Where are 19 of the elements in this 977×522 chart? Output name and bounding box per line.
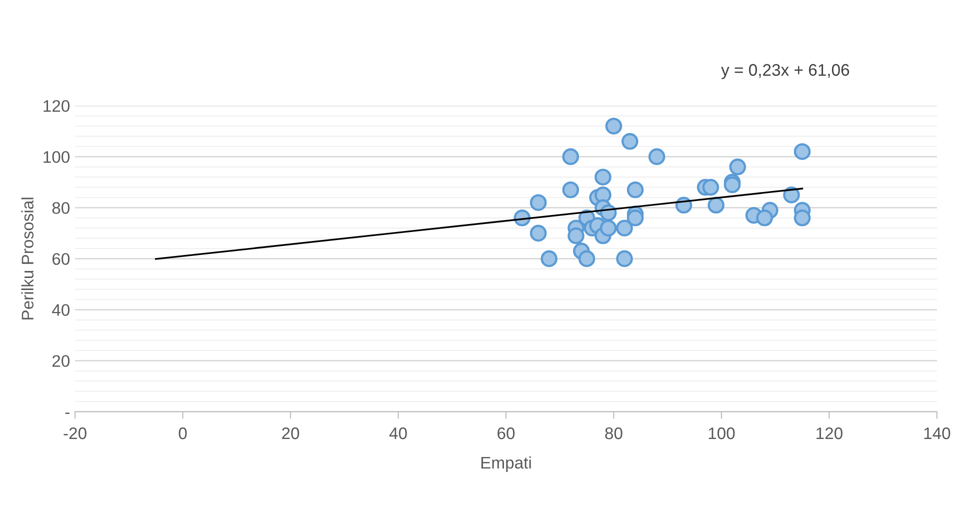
y-tick-label: -: [65, 412, 70, 414]
x-axis-title: Empati: [481, 456, 531, 472]
x-tick-label: 20: [282, 427, 300, 440]
x-tick-label: -20: [64, 427, 86, 440]
x-tick-label: 0: [178, 427, 187, 440]
y-tick-label: 100: [44, 151, 70, 163]
x-tick-label: 60: [498, 427, 515, 440]
x-tick-label: 80: [605, 427, 622, 440]
y-tick-label: 60: [52, 253, 70, 265]
y-tick-label: 20: [52, 355, 70, 367]
y-tick-label: 120: [44, 100, 70, 112]
x-tick-label: 140: [924, 427, 950, 440]
x-tick-label: 120: [816, 427, 842, 440]
y-axis-title: Perilku Prososial: [21, 198, 34, 320]
y-tick-label: 40: [52, 304, 70, 316]
x-tick-label: 40: [389, 427, 407, 440]
text: y = 0,23x + 61,06: [721, 64, 850, 80]
y-tick-label: 80: [52, 202, 70, 214]
x-tick-label: 100: [708, 427, 735, 440]
